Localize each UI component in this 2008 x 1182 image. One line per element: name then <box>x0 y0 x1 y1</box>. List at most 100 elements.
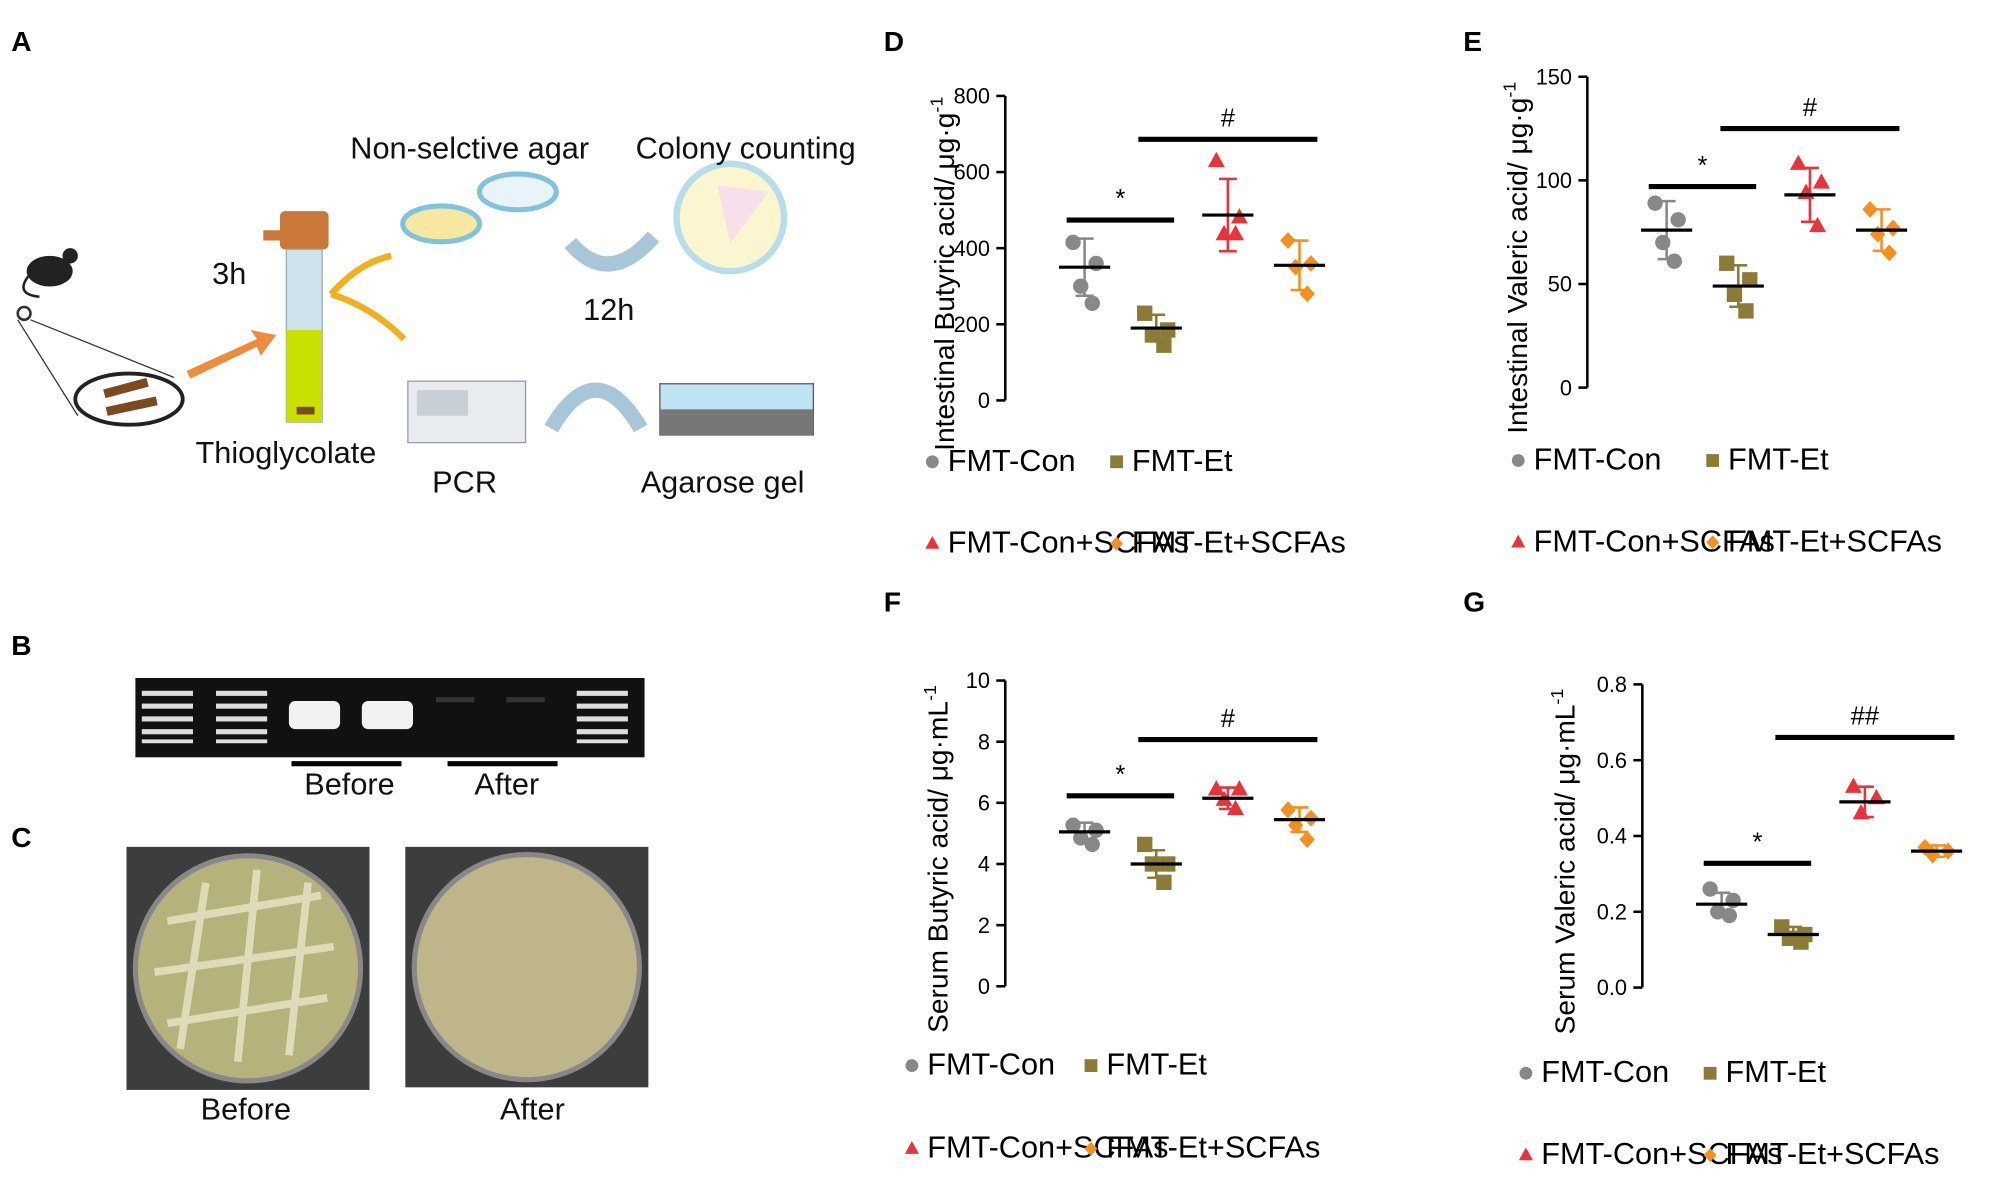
legend-marker <box>1511 534 1526 548</box>
data-point <box>1207 151 1225 168</box>
lane-label: After <box>474 766 539 801</box>
legend-marker <box>1518 1147 1533 1161</box>
legend-marker <box>904 1141 919 1154</box>
y-tick-label: 0.4 <box>1597 824 1627 849</box>
y-tick-label: 10 <box>966 668 990 693</box>
time-label: 12h <box>583 292 634 327</box>
y-axis-label-text: Serum Butyric acid/ μg·mL <box>923 701 954 1033</box>
legend-label: FMT-Et <box>1132 443 1233 478</box>
y-tick-label: 200 <box>954 312 990 337</box>
legend-label: FMT-Et <box>1106 1047 1207 1082</box>
lane-label: Before <box>304 766 394 801</box>
legend-label: FMT-Et <box>1725 1054 1826 1089</box>
gel-label: Agarose gel <box>641 465 805 500</box>
data-point <box>1084 836 1100 853</box>
y-tick-label: 2 <box>978 913 990 938</box>
data-point <box>1227 799 1244 816</box>
data-point <box>1230 780 1248 796</box>
data-point <box>1812 173 1830 189</box>
time-label: 3h <box>212 256 246 291</box>
data-point <box>1227 224 1244 241</box>
data-point <box>1870 225 1886 243</box>
legend-label: FMT-Et+SCFAs <box>1728 523 1942 558</box>
legend-label: FMT-Con <box>1541 1054 1669 1089</box>
significance-label: * <box>1115 185 1125 213</box>
plate-label: After <box>500 1091 565 1126</box>
legend-marker <box>1519 1066 1533 1080</box>
legend-marker <box>925 535 940 549</box>
data-point <box>1885 219 1901 237</box>
data-point <box>1738 303 1754 319</box>
y-tick-label: 400 <box>954 236 990 261</box>
legend-marker <box>905 1059 919 1072</box>
pcr-label: PCR <box>432 465 497 500</box>
panel-label: E <box>1463 26 1482 57</box>
agar-label: Non-selctive agar <box>350 131 589 166</box>
y-tick-label: 150 <box>1536 64 1572 89</box>
y-tick-label: 0 <box>1560 375 1572 400</box>
data-point <box>1721 907 1737 924</box>
data-point <box>1797 183 1815 199</box>
significance-label: * <box>1697 152 1707 180</box>
legend-marker <box>1511 454 1525 467</box>
legend-marker <box>1703 1066 1717 1080</box>
panel-label: D <box>884 26 904 57</box>
data-point <box>1793 934 1809 950</box>
legend-label: FMT-Con+SCFAs <box>927 1130 1168 1165</box>
legend-label: FMT-Con+SCFAs <box>948 525 1189 560</box>
y-tick-label: 0.6 <box>1597 748 1627 773</box>
y-axis-label: Intestinal Butyric acid/ μg·g-1 <box>927 97 961 451</box>
legend-label: FMT-Et <box>1728 441 1829 476</box>
y-axis-label-sup: -1 <box>1547 689 1567 705</box>
data-point <box>1084 295 1100 312</box>
y-axis-label-text: Intestinal Valeric acid/ μg·g <box>1502 98 1533 434</box>
panel-label: C <box>11 822 31 853</box>
data-point <box>1809 216 1827 233</box>
y-axis-label: Serum Valeric acid/ μg·mL-1 <box>1547 689 1581 1035</box>
data-point <box>1726 286 1743 303</box>
legend-label: FMT-Con+SCFAs <box>1534 523 1775 558</box>
data-point <box>1655 234 1671 251</box>
y-tick-label: 50 <box>1548 272 1572 297</box>
medium-label: Thioglycolate <box>196 435 377 470</box>
data-point <box>1844 777 1862 793</box>
data-point <box>1287 258 1304 276</box>
legend-label: FMT-Con <box>1534 441 1662 476</box>
significance-label: # <box>1803 94 1818 122</box>
workflow-illustration <box>16 160 815 444</box>
y-tick-label: 0 <box>978 974 990 999</box>
legend-marker <box>1703 1148 1717 1163</box>
data-point <box>1299 285 1315 303</box>
legend-marker <box>925 455 939 469</box>
data-point <box>1666 253 1682 269</box>
data-point <box>1065 234 1081 251</box>
legend-label: FMT-Con <box>948 443 1076 478</box>
y-tick-label: 4 <box>978 852 990 877</box>
y-axis-label: Intestinal Valeric acid/ μg·g-1 <box>1500 82 1534 434</box>
y-tick-label: 6 <box>978 791 990 816</box>
data-point <box>1160 322 1176 338</box>
plate-label: Before <box>201 1091 291 1126</box>
data-point <box>1280 801 1296 819</box>
data-point <box>1647 195 1663 211</box>
significance-label: # <box>1221 705 1236 733</box>
y-tick-label: 0 <box>978 388 990 413</box>
legend-marker <box>1084 1059 1098 1072</box>
data-point <box>1065 817 1081 833</box>
data-point <box>1303 254 1319 272</box>
data-point <box>1862 200 1878 218</box>
panel-label: B <box>11 630 31 661</box>
data-point <box>1702 881 1718 897</box>
gel-image <box>135 677 645 767</box>
data-point <box>1881 244 1897 262</box>
significance-label: * <box>1752 828 1762 856</box>
data-point <box>1299 831 1315 848</box>
data-point <box>1137 836 1153 853</box>
significance-label: ## <box>1851 703 1880 731</box>
y-tick-label: 600 <box>954 160 990 185</box>
legend-label: FMT-Et+SCFAs <box>1106 1130 1320 1165</box>
data-point <box>1073 278 1089 294</box>
legend-marker <box>1110 455 1123 469</box>
legend-label: FMT-Con <box>927 1047 1055 1082</box>
significance-label: # <box>1221 105 1236 133</box>
